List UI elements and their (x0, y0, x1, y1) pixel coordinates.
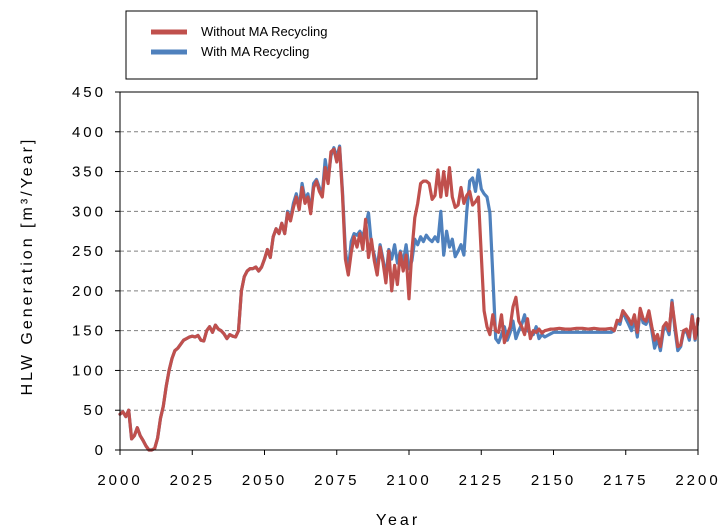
legend: Without MA Recycling With MA Recycling (125, 10, 538, 80)
x-tick-label-2025: 2025 (170, 472, 215, 489)
series-lines (118, 144, 700, 452)
x-tick-label-2000: 2000 (97, 472, 142, 489)
y-tick-label-0: 0 (95, 442, 106, 459)
y-tick-label-250: 250 (72, 243, 106, 260)
x-tick-label-2125: 2125 (459, 472, 504, 489)
y-tick-label-50: 50 (83, 402, 106, 419)
y-tick-label-350: 350 (72, 164, 106, 181)
y-axis-title: HLW Generation [m³/Year] (19, 137, 36, 396)
y-tick-labels: 0 50 100 150 200 250 300 350 400 450 (72, 84, 106, 459)
series-line-without-ma-recycling (118, 146, 700, 452)
legend-frame (125, 10, 538, 80)
x-tick-label-2100: 2100 (386, 472, 431, 489)
y-tick-label-450: 450 (72, 84, 106, 101)
x-axis-title: Year (376, 512, 420, 529)
y-tick-label-100: 100 (72, 362, 106, 379)
x-tick-label-2050: 2050 (242, 472, 287, 489)
legend-label-with: With MA Recycling (201, 44, 309, 59)
x-tick-label-2175: 2175 (603, 472, 648, 489)
y-tick-label-300: 300 (72, 203, 106, 220)
y-tick-label-400: 400 (72, 124, 106, 141)
x-tick-label-2075: 2075 (314, 472, 359, 489)
legend-label-without: Without MA Recycling (201, 24, 327, 39)
y-tick-label-150: 150 (72, 323, 106, 340)
y-tick-label-200: 200 (72, 283, 106, 300)
x-tick-labels: 2000 2025 2050 2075 2100 2125 2150 2175 2200 (97, 472, 720, 489)
x-tick-label-2150: 2150 (531, 472, 576, 489)
plot-frame (119, 91, 699, 451)
x-tick-label-2200: 2200 (675, 472, 720, 489)
